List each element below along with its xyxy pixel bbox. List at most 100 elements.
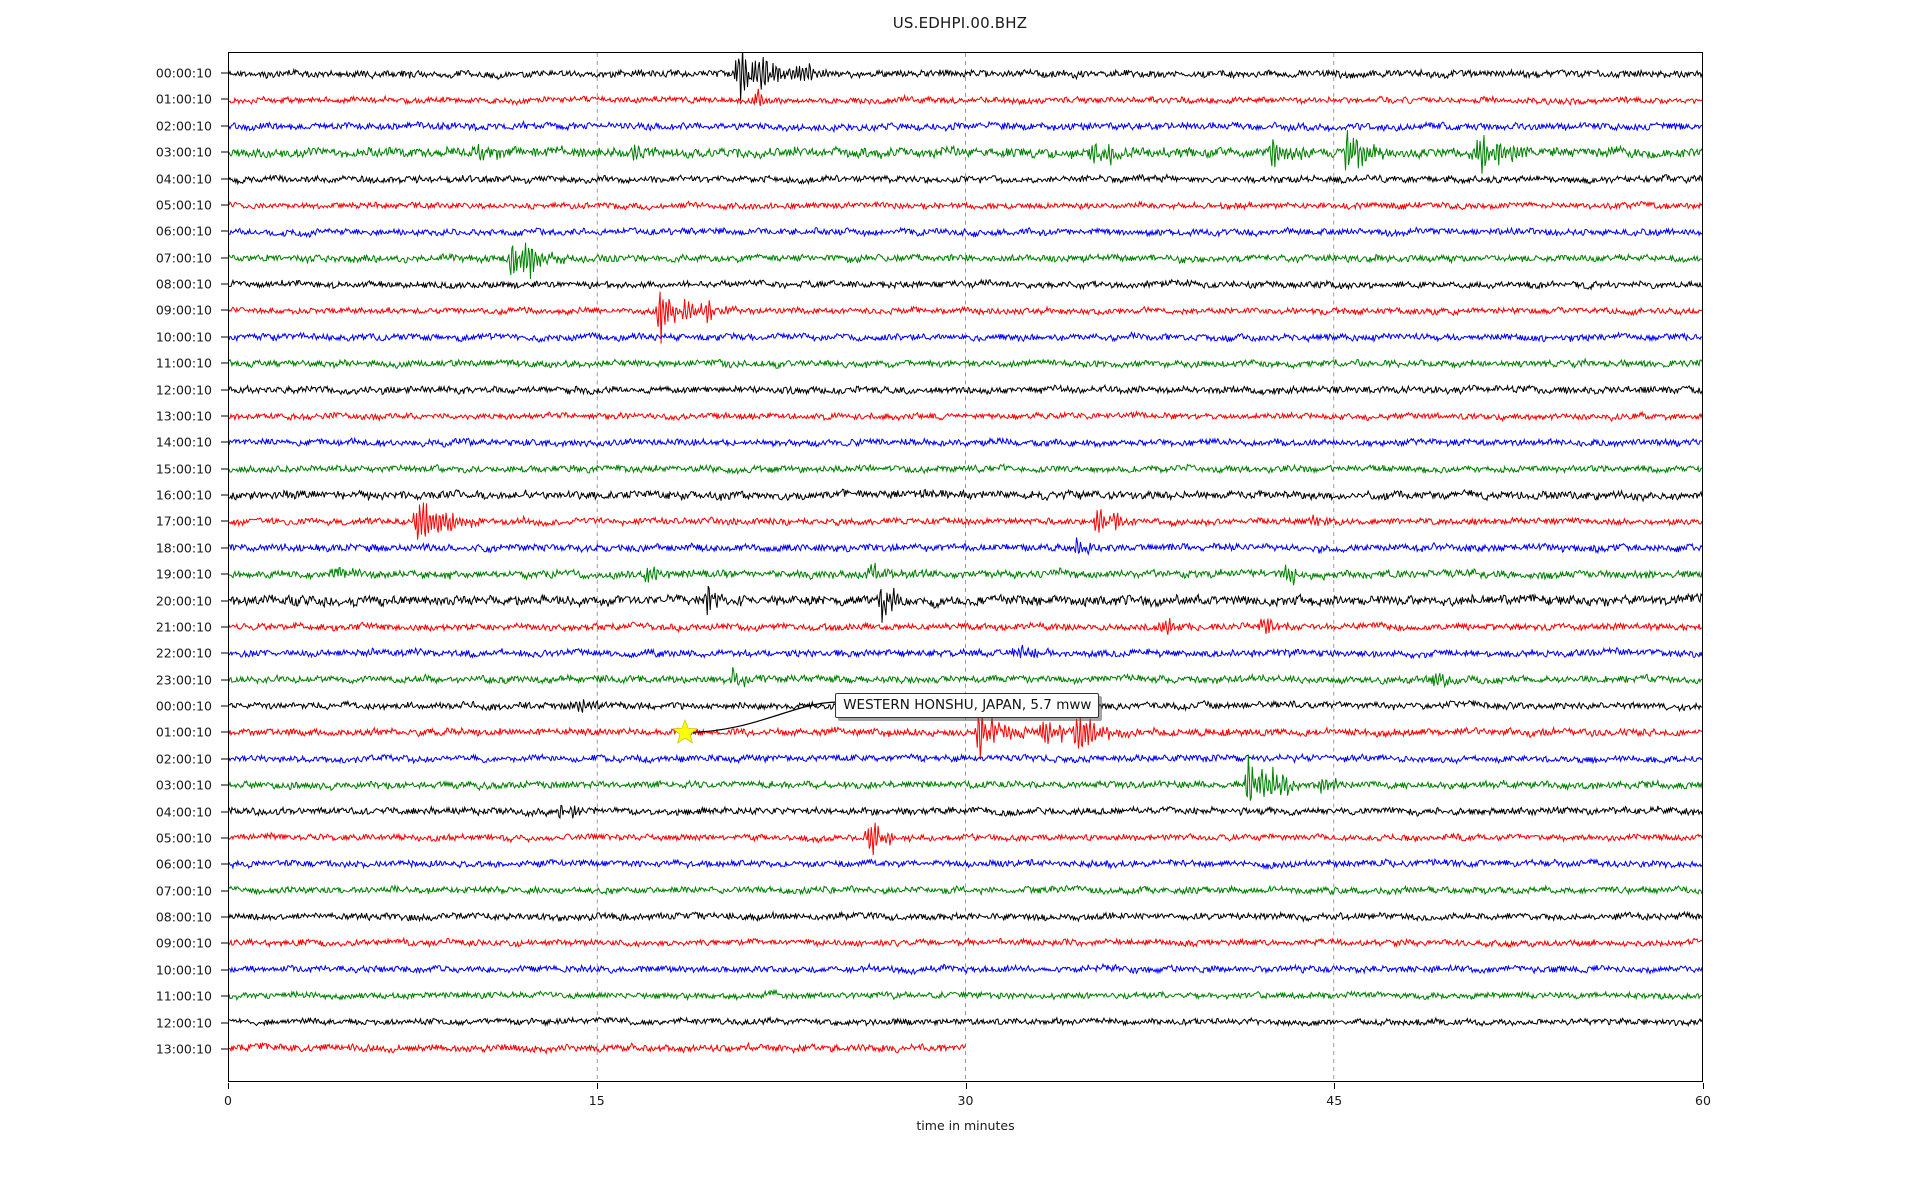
y-tick-label: 00:00:10 [155, 65, 212, 81]
x-tick-label: 15 [588, 1093, 605, 1108]
y-tick-label: 02:00:10 [155, 118, 212, 134]
seismogram-trace [229, 859, 1702, 868]
x-tick-label: 45 [1326, 1093, 1343, 1108]
x-tick-label: 30 [957, 1093, 974, 1108]
x-axis-tick-labels: 0 15 30 45 60 [224, 1083, 1711, 1123]
x-tick-label: 0 [224, 1093, 232, 1108]
y-tick-mark [221, 758, 228, 760]
epicenter-star-icon [672, 719, 699, 745]
seismogram-trace [229, 586, 1702, 623]
y-tick-mark [221, 995, 228, 997]
y-tick-label: 08:00:10 [155, 276, 212, 292]
y-tick-mark [221, 679, 228, 681]
y-tick-label: 18:00:10 [155, 540, 212, 556]
seismogram-trace [229, 938, 1702, 947]
y-tick-mark [221, 72, 228, 74]
seismogram-trace [229, 489, 1702, 501]
seismogram-trace [229, 228, 1702, 238]
seismogram-trace [229, 201, 1702, 210]
y-tick-label: 11:00:10 [155, 988, 212, 1004]
y-tick-mark [221, 336, 228, 338]
x-tick-mark [1703, 1083, 1704, 1089]
y-tick-label: 21:00:10 [155, 619, 212, 635]
y-tick-mark [221, 837, 228, 839]
y-tick-label: 07:00:10 [155, 250, 212, 266]
earthquake-annotation-label: WESTERN HONSHU, JAPAN, 5.7 mww [835, 693, 1100, 719]
y-tick-mark [221, 1048, 228, 1050]
y-tick-mark [221, 916, 228, 918]
y-tick-label: 05:00:10 [155, 830, 212, 846]
seismogram-trace [229, 89, 1702, 106]
seismogram-trace [229, 280, 1702, 289]
seismogram-trace [229, 53, 1702, 101]
y-tick-mark [221, 626, 228, 628]
seismogram-trace [229, 464, 1702, 473]
y-tick-mark [221, 969, 228, 971]
y-tick-mark [221, 257, 228, 259]
plot-area [228, 52, 1703, 1082]
y-tick-label: 12:00:10 [155, 1015, 212, 1031]
y-tick-label: 13:00:10 [155, 1041, 212, 1057]
seismogram-trace [229, 755, 1702, 801]
seismogram-trace [229, 618, 1702, 635]
y-tick-label: 04:00:10 [155, 804, 212, 820]
y-tick-mark [221, 309, 228, 311]
page-title: US.EDHPI.00.BHZ [892, 14, 1028, 32]
y-tick-label: 19:00:10 [155, 566, 212, 582]
seismogram-trace [229, 805, 1702, 818]
y-tick-label: 22:00:10 [155, 645, 212, 661]
seismogram-trace [229, 122, 1702, 132]
y-tick-label: 17:00:10 [155, 513, 212, 529]
y-tick-label: 05:00:10 [155, 197, 212, 213]
y-tick-label: 15:00:10 [155, 461, 212, 477]
y-tick-mark [221, 600, 228, 602]
y-tick-label: 10:00:10 [155, 962, 212, 978]
y-tick-mark [221, 441, 228, 443]
y-tick-label: 02:00:10 [155, 751, 212, 767]
seismogram-trace [229, 1043, 966, 1053]
y-tick-label: 04:00:10 [155, 171, 212, 186]
seismogram-trace [229, 754, 1702, 763]
seismogram-trace [229, 912, 1702, 921]
seismogram-trace [229, 359, 1702, 368]
y-tick-label: 07:00:10 [155, 883, 212, 899]
y-tick-mark [221, 362, 228, 364]
seismogram-trace [229, 667, 1702, 687]
y-tick-label: 20:00:10 [155, 593, 212, 609]
x-tick-mark [965, 1083, 967, 1089]
y-tick-mark [221, 890, 228, 892]
y-tick-mark [221, 652, 228, 654]
seismogram-trace [229, 705, 1702, 758]
y-tick-mark [221, 705, 228, 707]
y-tick-mark [221, 547, 228, 549]
y-tick-mark [221, 494, 228, 496]
seismogram-trace [229, 292, 1702, 344]
seismogram-trace [229, 1018, 1702, 1026]
y-tick-label: 14:00:10 [155, 434, 212, 450]
y-tick-label: 06:00:10 [155, 856, 212, 872]
x-tick-label: 60 [1695, 1093, 1711, 1108]
y-tick-mark [221, 573, 228, 575]
y-tick-mark [221, 784, 228, 786]
y-tick-mark [221, 468, 228, 470]
y-tick-mark [221, 283, 228, 285]
seismogram-trace [229, 175, 1702, 184]
seismogram-trace [229, 563, 1702, 585]
x-tick-mark [596, 1083, 598, 1089]
y-tick-mark [221, 98, 228, 100]
y-tick-mark [221, 204, 228, 206]
y-tick-label: 01:00:10 [155, 91, 212, 107]
y-tick-label: 00:00:10 [155, 698, 212, 714]
y-tick-label: 03:00:10 [155, 144, 212, 160]
y-tick-mark [221, 151, 228, 153]
y-tick-label: 16:00:10 [155, 487, 212, 503]
seismogram-trace [229, 243, 1702, 279]
y-tick-label: 13:00:10 [155, 408, 212, 424]
y-tick-label: 09:00:10 [155, 302, 212, 318]
x-axis-title: time in minutes [916, 1118, 1015, 1133]
seismogram-trace [229, 385, 1702, 394]
seismogram-trace [229, 823, 1702, 855]
y-tick-mark [221, 415, 228, 417]
seismogram-trace [229, 412, 1702, 421]
